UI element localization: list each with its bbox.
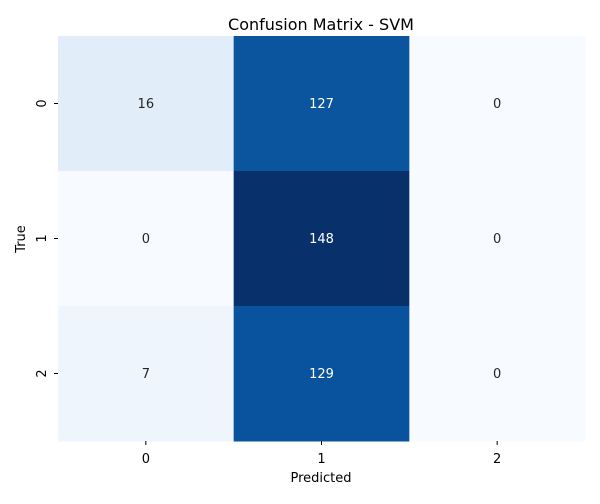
heatmap-cell-r1-c1 [233,171,410,307]
y-tick-label-1: 1 [35,234,50,242]
x-axis-label: Predicted [290,471,351,486]
cell-annotation-r0-c2: 0 [493,97,501,112]
heatmap-cell-r0-c0 [58,36,235,172]
cell-annotation-r0-c0: 16 [138,97,155,112]
cell-annotation-r0-c1: 127 [309,97,334,112]
cell-annotation-r1-c2: 0 [493,232,501,247]
heatmap-cell-r2-c2 [409,306,586,442]
heatmap-cells [58,36,586,442]
y-axis-label: True [14,225,29,254]
y-tick-label-2: 2 [35,369,50,377]
x-tick-label-1: 1 [317,452,325,467]
heatmap-cell-r0-c1 [233,36,410,172]
cell-annotation-r2-c2: 0 [493,367,501,382]
heatmap-cell-r2-c0 [58,306,235,442]
chart-title: Confusion Matrix - SVM [228,15,414,34]
x-tick-label-0: 0 [142,452,150,467]
cell-annotation-r1-c1: 148 [309,232,334,247]
heatmap-cell-r2-c1 [233,306,410,442]
cell-annotation-r2-c1: 129 [309,367,334,382]
x-tick-label-2: 2 [493,452,501,467]
y-tick-label-0: 0 [35,99,50,107]
heatmap-cell-r1-c0 [58,171,235,307]
cell-annotations: 16 127 0 0 148 0 7 129 0 [138,97,502,382]
cell-annotation-r1-c0: 0 [142,232,150,247]
axes: 0 1 2 0 1 2 [35,99,501,467]
heatmap-cell-r1-c2 [409,171,586,307]
cell-annotation-r2-c0: 7 [142,367,150,382]
heatmap-cell-r0-c2 [409,36,586,172]
